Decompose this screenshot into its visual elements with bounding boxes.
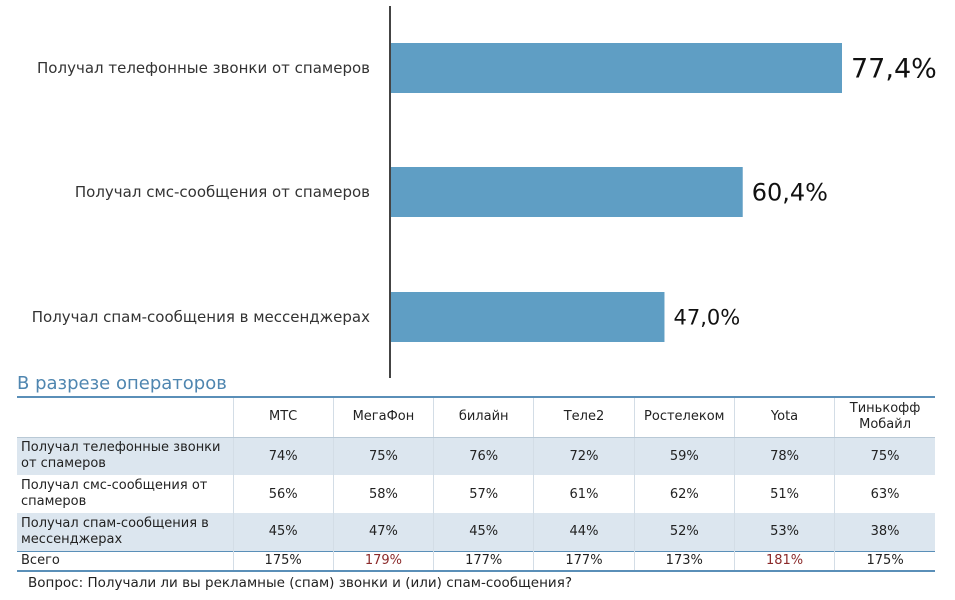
table-cell: 44% bbox=[533, 513, 635, 551]
col-header: Теле2 bbox=[533, 397, 635, 438]
table-cell: 175% bbox=[232, 551, 334, 571]
table-cell: 177% bbox=[433, 551, 534, 571]
table-cell: 173% bbox=[633, 551, 735, 571]
row-label: Всего bbox=[21, 553, 60, 569]
value-label: 60,4% bbox=[752, 179, 828, 207]
row-label: Получал спам-сообщения в мессенджерах bbox=[21, 515, 209, 547]
table-cell: 59% bbox=[633, 437, 735, 475]
table-cell: 61% bbox=[533, 475, 635, 513]
col-header: Тинькофф Мобайл bbox=[834, 397, 935, 438]
table-header-row: МТС МегаФон билайн Теле2 Ростелеком Yota… bbox=[17, 397, 935, 438]
table-cell: 74% bbox=[232, 437, 334, 475]
table-cell: 45% bbox=[232, 513, 334, 551]
bar bbox=[390, 167, 743, 217]
operators-table: МТС МегаФон билайн Теле2 Ростелеком Yota… bbox=[17, 396, 935, 572]
table-cell: 72% bbox=[533, 437, 635, 475]
footnote: Вопрос: Получали ли вы рекламные (спам) … bbox=[28, 575, 572, 591]
value-label: 47,0% bbox=[673, 306, 740, 330]
col-header: Ростелеком bbox=[633, 397, 735, 438]
row-label: Получал смс-сообщения от спамеров bbox=[21, 478, 208, 509]
table-cell: 57% bbox=[433, 475, 534, 513]
col-header: билайн bbox=[433, 397, 534, 438]
table-cell: 51% bbox=[733, 475, 835, 513]
col-header: МТС bbox=[232, 397, 334, 438]
table-row: Получал телефонные звонки от спамеров 74… bbox=[17, 437, 935, 475]
bar bbox=[390, 292, 665, 342]
table-row: Получал спам-сообщения в мессенджерах 45… bbox=[17, 513, 935, 551]
table-cell: 76% bbox=[433, 437, 534, 475]
table-cell: 47% bbox=[332, 513, 434, 551]
bar bbox=[390, 43, 842, 93]
col-header: МегаФон bbox=[332, 397, 434, 438]
table-cell: 78% bbox=[733, 437, 835, 475]
section-title: В разрезе операторов bbox=[17, 373, 227, 394]
table-cell: 175% bbox=[834, 551, 935, 571]
table-cell: 75% bbox=[834, 437, 935, 475]
col-header: Yota bbox=[733, 397, 835, 438]
bars-layer: Получал телефонные звонки от спамеров 77,… bbox=[32, 43, 937, 342]
table-cell: 62% bbox=[633, 475, 735, 513]
table-row-total: Всего 175% 179% 177% 177% 173% 181% 175% bbox=[17, 551, 935, 571]
bar-chart: Получал телефонные звонки от спамеров 77,… bbox=[32, 6, 937, 378]
category-label: Получал смс-сообщения от спамеров bbox=[75, 183, 370, 201]
value-label: 77,4% bbox=[851, 54, 937, 85]
table-cell-highlight: 179% bbox=[332, 551, 434, 571]
table-cell: 75% bbox=[332, 437, 434, 475]
table-cell: 63% bbox=[834, 475, 935, 513]
row-label: Получал телефонные звонки от спамеров bbox=[21, 440, 221, 472]
table-cell: 58% bbox=[332, 475, 434, 513]
table-row: Получал смс-сообщения от спамеров 56% 58… bbox=[17, 475, 935, 513]
table-cell: 53% bbox=[733, 513, 835, 551]
category-label: Получал спам-сообщения в мессенджерах bbox=[32, 308, 370, 326]
table-cell: 52% bbox=[633, 513, 735, 551]
table-cell: 177% bbox=[533, 551, 635, 571]
category-label: Получал телефонные звонки от спамеров bbox=[37, 59, 370, 77]
table-cell: 38% bbox=[834, 513, 935, 551]
table-cell: 45% bbox=[433, 513, 534, 551]
header-corner bbox=[17, 397, 233, 438]
table-cell: 56% bbox=[232, 475, 334, 513]
table-cell-highlight: 181% bbox=[733, 551, 835, 571]
